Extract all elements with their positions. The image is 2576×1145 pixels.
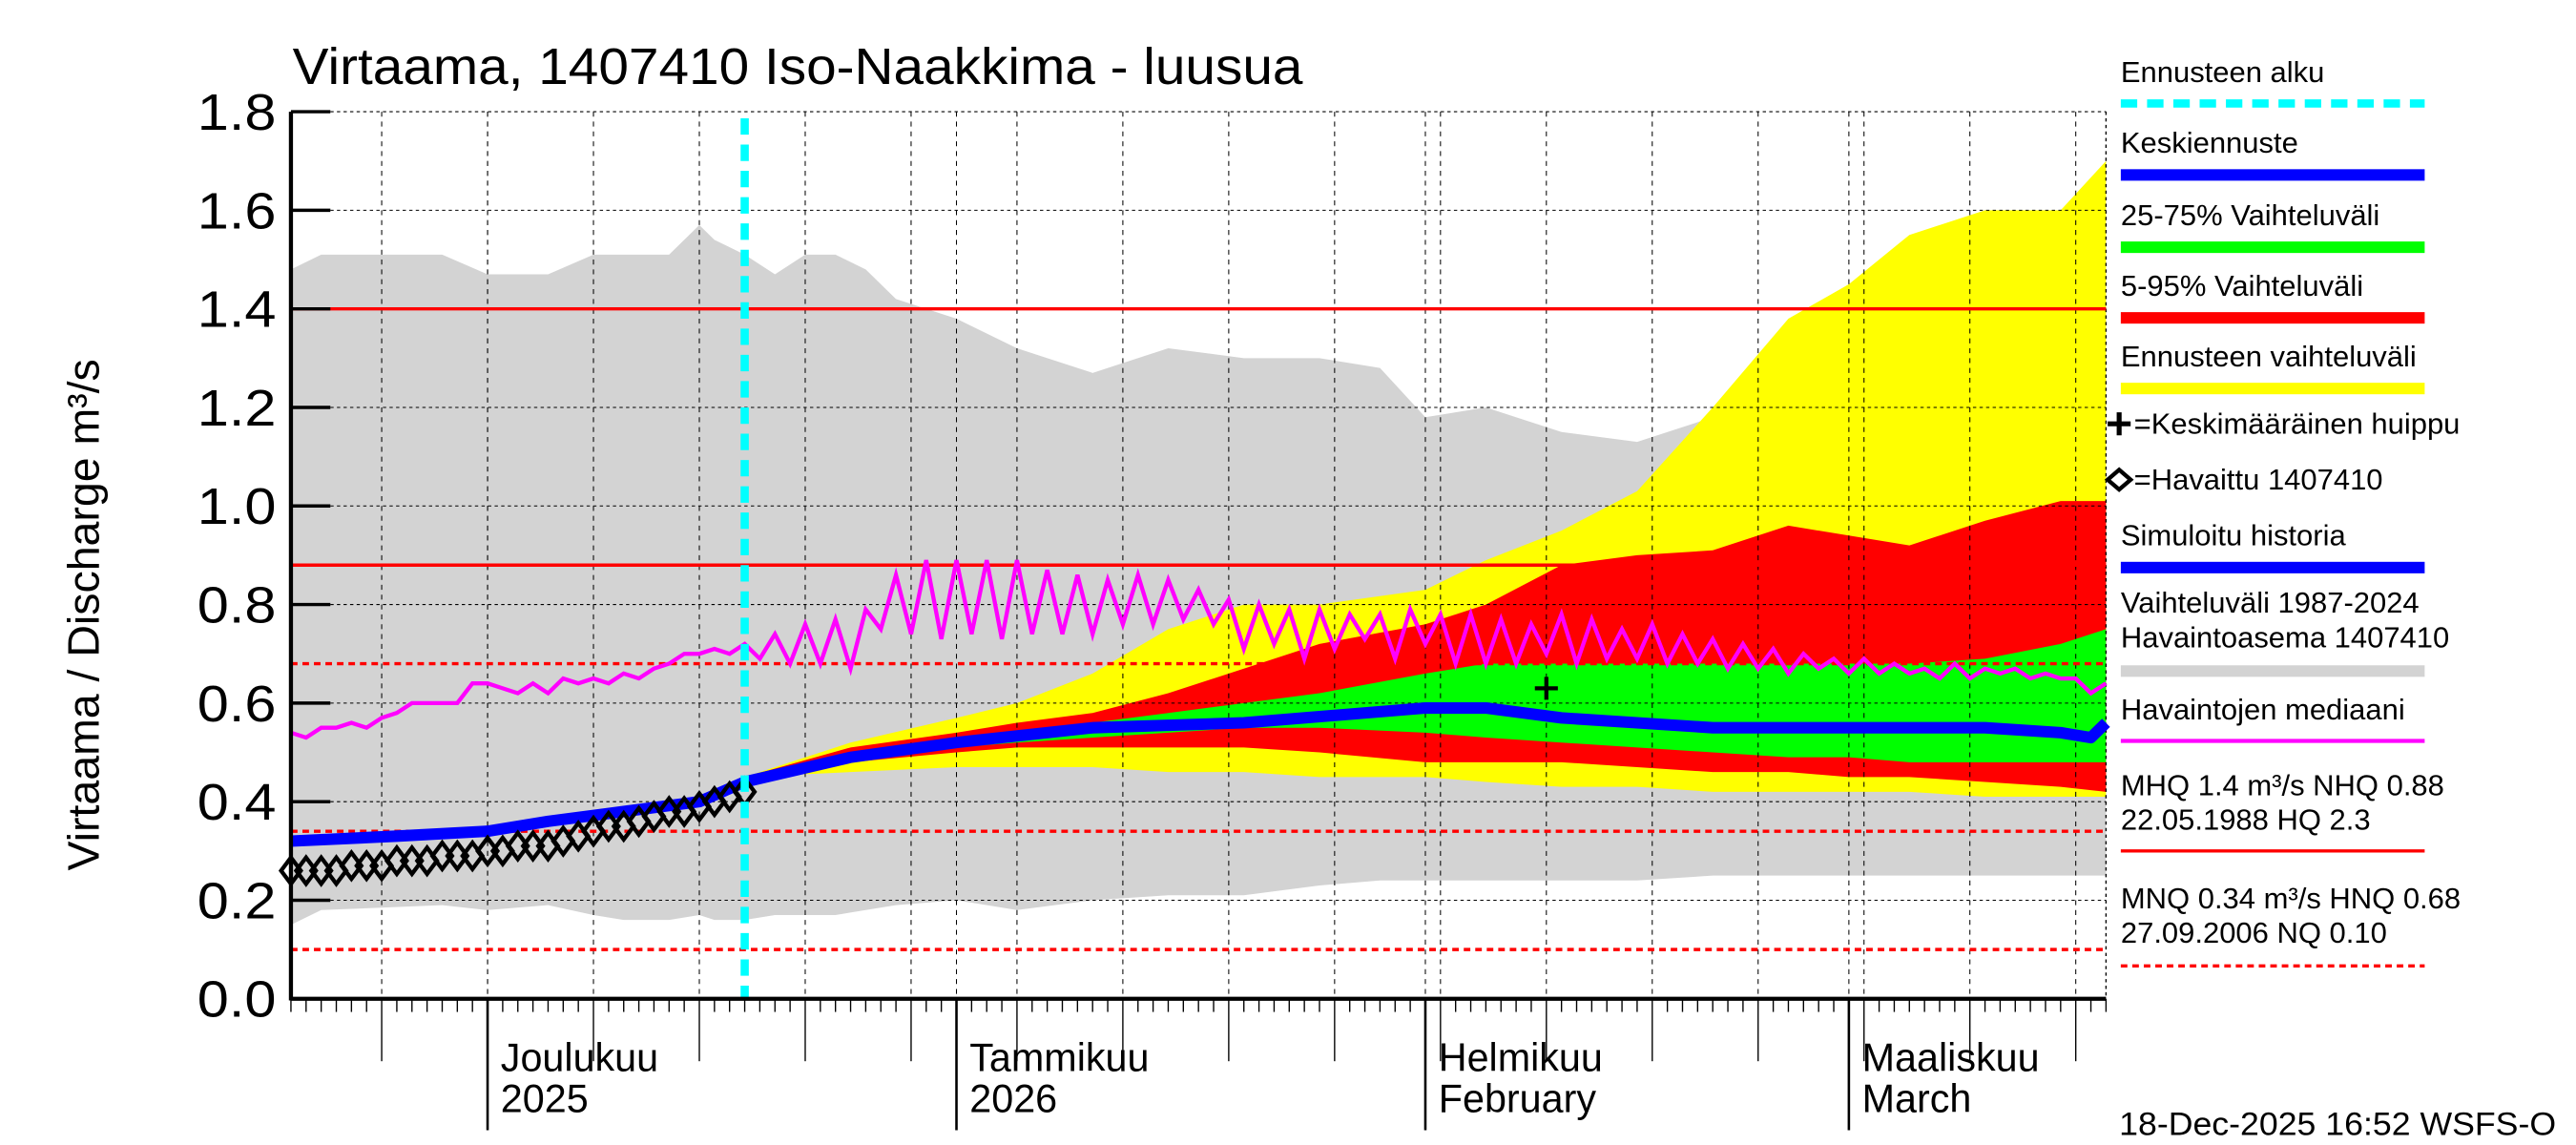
- observed-point: [278, 854, 303, 887]
- legend-label: Havaintojen mediaani: [2121, 693, 2405, 726]
- legend-label: MNQ 0.34 m³/s HNQ 0.68: [2121, 882, 2461, 915]
- legend-swatch: [2120, 665, 2425, 677]
- legend-swatch: [2120, 561, 2425, 573]
- observed-point: [656, 795, 682, 828]
- observed-point: [445, 839, 470, 873]
- legend: Ennusteen alku Keskiennuste 25-75% Vaihtel…: [2104, 55, 2461, 968]
- observed-point: [595, 809, 621, 843]
- legend-label: MHQ 1.4 m³/s NHQ 0.88: [2121, 768, 2444, 802]
- observed-point: [308, 854, 334, 887]
- month-label: Joulukuu: [501, 1036, 658, 1080]
- y-tick-label: 0.2: [197, 873, 277, 929]
- diamond-icon: [2104, 467, 2134, 492]
- legend-label: Keskiennuste: [2121, 126, 2298, 159]
- y-tick-label: 1.8: [197, 85, 277, 141]
- legend-label-2: 27.09.2006 NQ 0.10: [2121, 916, 2387, 949]
- legend-label: Ennusteen vaihteluväli: [2121, 340, 2417, 373]
- observed-median-line: [290, 559, 2108, 740]
- y-tick-label: 0.0: [197, 972, 277, 1029]
- y-tick-label: 1.2: [197, 381, 277, 437]
- legend-item: =Havaittu 1407410: [2104, 463, 2383, 496]
- month-label: Tammikuu: [969, 1036, 1149, 1080]
- y-tick-label: 1.0: [197, 479, 277, 535]
- observed-point: [505, 829, 530, 864]
- observed-point: [354, 848, 380, 883]
- timestamp: 18-Dec-2025 16:52 WSFS-O: [2119, 1107, 2556, 1143]
- chart-title: Virtaama, 1407410 Iso-Naakkima - luusua: [293, 39, 1303, 95]
- y-tick-label: 0.8: [197, 578, 277, 635]
- median-forecast-line: [290, 702, 2110, 847]
- observed-point: [520, 829, 546, 864]
- plot-area: [278, 111, 2110, 1001]
- month-label: Maaliskuu: [1862, 1036, 2040, 1080]
- legend-item: Simuloitu historia: [2120, 519, 2425, 573]
- legend-label: =Keskimääräinen huippu: [2134, 407, 2461, 441]
- legend-item: Havaintojen mediaani: [2120, 693, 2425, 743]
- observed-point: [384, 843, 409, 878]
- observed-point: [429, 839, 455, 873]
- mean-peak-marker: [1534, 677, 1558, 700]
- plus-icon: [2108, 412, 2131, 436]
- legend-swatch: [2120, 312, 2425, 324]
- year-label: February: [1439, 1077, 1597, 1121]
- legend-label-2: Havaintoasema 1407410: [2121, 620, 2449, 654]
- legend-label: Vaihteluväli 1987-2024: [2121, 586, 2420, 619]
- y-tick-label: 0.6: [197, 677, 277, 733]
- legend-label-2: 22.05.1988 HQ 2.3: [2121, 802, 2371, 836]
- legend-item: Ennusteen alku: [2120, 55, 2425, 108]
- month-label: Helmikuu: [1439, 1036, 1603, 1080]
- legend-item: =Keskimääräinen huippu: [2108, 407, 2460, 441]
- y-axis-label: Virtaama / Discharge m³/s: [59, 359, 109, 870]
- year-label: March: [1862, 1077, 1972, 1121]
- observed-point: [293, 854, 319, 887]
- observed-point: [399, 843, 425, 878]
- legend-label: 25-75% Vaihteluväli: [2121, 198, 2379, 232]
- legend-item: Keskiennuste: [2120, 126, 2425, 181]
- observed-point: [339, 848, 364, 883]
- legend-item: Ennusteen vaihteluväli: [2120, 340, 2425, 395]
- observed-point: [475, 834, 501, 868]
- year-label: 2025: [501, 1077, 589, 1121]
- legend-swatch: [2120, 241, 2425, 254]
- legend-swatch: [2120, 169, 2425, 181]
- legend-label: =Havaittu 1407410: [2134, 463, 2383, 496]
- y-axis-ticks: 0.0 0.2 0.4 0.6 0.8 1.0 1.2 1.4 1.6 1.8: [197, 85, 331, 1029]
- legend-item: 5-95% Vaihteluväli: [2120, 269, 2425, 324]
- y-tick-label: 1.4: [197, 282, 277, 339]
- legend-label: Ennusteen alku: [2121, 55, 2325, 89]
- legend-label: 5-95% Vaihteluväli: [2121, 269, 2363, 302]
- legend-swatch: [2120, 383, 2425, 395]
- legend-label: Simuloitu historia: [2121, 519, 2347, 552]
- year-label: 2026: [969, 1077, 1057, 1121]
- legend-item: 25-75% Vaihteluväli: [2120, 198, 2425, 254]
- y-tick-label: 0.4: [197, 775, 277, 831]
- y-tick-label: 1.6: [197, 183, 277, 239]
